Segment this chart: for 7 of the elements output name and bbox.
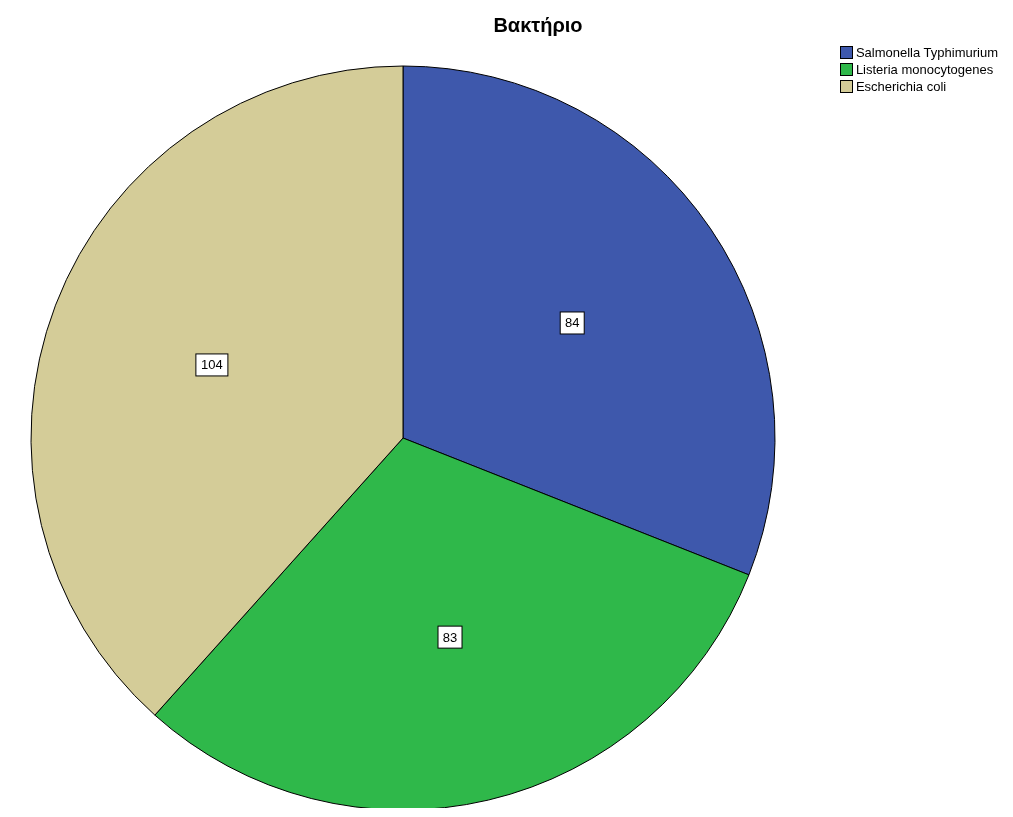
data-label: 84 <box>564 315 580 331</box>
legend-label: Salmonella Typhimurium <box>855 45 998 60</box>
legend-label: Escherichia coli <box>855 79 947 94</box>
chart-title: Βακτήριο <box>492 14 584 37</box>
data-label: 83 <box>442 629 458 645</box>
legend-label: Listeria monocytogenes <box>855 62 994 77</box>
data-label: 104 <box>201 357 223 373</box>
